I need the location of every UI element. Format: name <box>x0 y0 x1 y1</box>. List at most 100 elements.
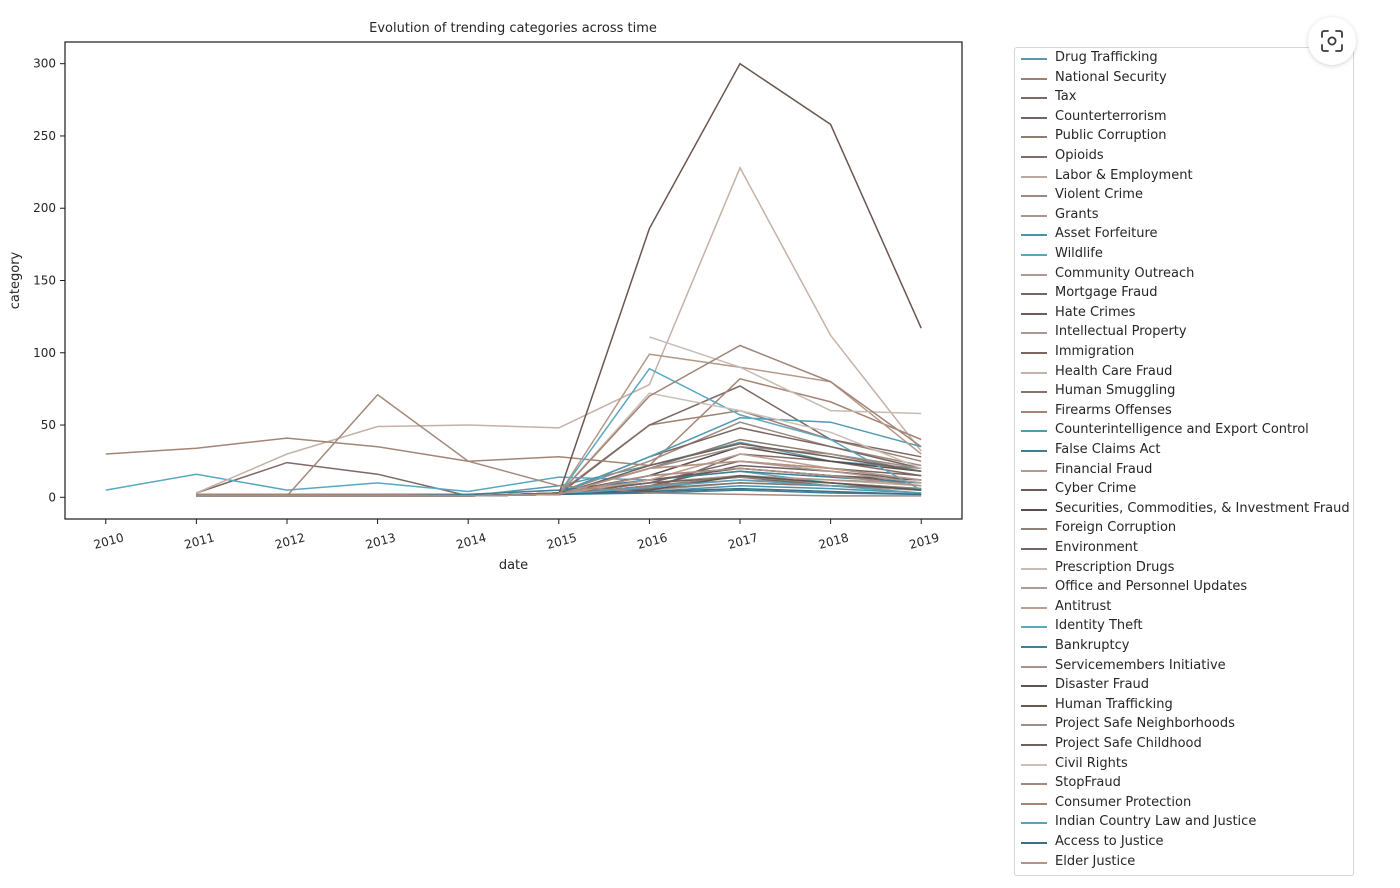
x-tick-label: 2010 <box>92 530 125 551</box>
y-tick-label: 250 <box>33 129 56 143</box>
legend-swatch <box>1021 685 1047 688</box>
legend-swatch <box>1021 646 1047 648</box>
legend-swatch <box>1021 391 1047 394</box>
legend-item: Elder Justice <box>1015 853 1353 872</box>
legend-item: Foreign Corruption <box>1015 519 1353 538</box>
x-tick-label: 2019 <box>908 530 941 551</box>
legend-label: Bankruptcy <box>1055 638 1130 653</box>
legend-item: National Security <box>1015 69 1353 88</box>
legend-label: Project Safe Childhood <box>1055 736 1202 751</box>
legend-label: Public Corruption <box>1055 128 1167 144</box>
legend-item: Identity Theft <box>1015 617 1353 636</box>
y-tick-label: 100 <box>33 346 56 360</box>
legend-item: Asset Forfeiture <box>1015 225 1353 244</box>
legend-swatch <box>1021 783 1047 786</box>
legend-swatch <box>1021 548 1047 550</box>
legend-item: Indian Country Law and Justice <box>1015 813 1353 832</box>
legend-item: Intellectual Property <box>1015 323 1353 342</box>
legend-label: False Claims Act <box>1055 442 1161 457</box>
y-tick-label: 0 <box>48 490 56 504</box>
legend-item: Prescription Drugs <box>1015 559 1353 578</box>
legend-item: Mortgage Fraud <box>1015 284 1353 303</box>
legend-swatch <box>1021 861 1047 864</box>
legend-item: Tax <box>1015 88 1353 107</box>
focus-view-button[interactable] <box>1308 17 1356 65</box>
legend-item: Community Outreach <box>1015 265 1353 284</box>
y-axis-ticks: 0 50 100 150 200 250 300 <box>33 57 65 504</box>
legend-label: Counterintelligence and Export Control <box>1055 422 1309 438</box>
legend-swatch <box>1021 116 1047 119</box>
legend-swatch <box>1021 156 1047 158</box>
legend-swatch <box>1021 704 1047 707</box>
legend-swatch <box>1021 214 1047 217</box>
legend-item: Violent Crime <box>1015 186 1353 205</box>
legend-item: Wildlife <box>1015 245 1353 264</box>
legend-label: Antitrust <box>1055 598 1112 614</box>
legend-item: Cyber Crime <box>1015 480 1353 499</box>
legend-swatch <box>1021 802 1047 805</box>
legend-label: StopFraud <box>1055 775 1121 791</box>
legend-swatch <box>1021 528 1047 531</box>
legend-item: Firearms Offenses <box>1015 402 1353 421</box>
legend-swatch <box>1021 77 1047 80</box>
series-line-37 <box>196 393 922 497</box>
series-line-16 <box>196 166 922 494</box>
legend-item: Environment <box>1015 539 1353 558</box>
legend-label: Counterterrorism <box>1055 108 1167 124</box>
legend-label: Consumer Protection <box>1055 794 1192 810</box>
legend-label: Access to Justice <box>1055 834 1164 849</box>
legend-item: Securities, Commodities, & Investment Fr… <box>1015 500 1353 519</box>
legend-item: Human Smuggling <box>1015 382 1353 401</box>
legend-item: Counterterrorism <box>1015 108 1353 127</box>
legend-swatch <box>1021 293 1047 296</box>
legend-label: Labor & Employment <box>1055 167 1193 183</box>
legend-item: Human Trafficking <box>1015 696 1353 715</box>
x-tick-label: 2014 <box>455 530 488 551</box>
x-tick-label: 2018 <box>817 530 850 551</box>
legend-swatch <box>1021 410 1047 413</box>
legend-swatch <box>1021 430 1047 433</box>
legend-swatch <box>1021 665 1047 668</box>
legend-swatch <box>1021 332 1047 335</box>
legend-swatch <box>1021 234 1047 237</box>
legend-swatch <box>1021 312 1047 315</box>
legend-swatch <box>1021 450 1047 452</box>
legend-item: StopFraud <box>1015 774 1353 793</box>
legend-swatch <box>1021 763 1047 766</box>
series-lines <box>105 62 922 497</box>
legend-item: False Claims Act <box>1015 441 1353 460</box>
series-line-18 <box>105 377 922 467</box>
legend-label: Securities, Commodities, & Investment Fr… <box>1055 500 1350 516</box>
legend-item: Civil Rights <box>1015 755 1353 774</box>
x-tick-label: 2016 <box>636 530 669 551</box>
legend-label: Financial Fraud <box>1055 461 1153 477</box>
legend-item: Hate Crimes <box>1015 304 1353 323</box>
legend-item: Opioids <box>1015 147 1353 166</box>
legend-label: Cyber Crime <box>1055 481 1137 497</box>
legend-label: Asset Forfeiture <box>1055 226 1158 242</box>
x-axis-label: date <box>499 558 528 573</box>
legend-label: Drug Trafficking <box>1055 50 1158 65</box>
y-tick-label: 150 <box>33 274 56 288</box>
legend-item: Disaster Fraud <box>1015 676 1353 695</box>
legend-item: Servicemembers Initiative <box>1015 657 1353 676</box>
series-line-26 <box>649 336 922 415</box>
legend-swatch <box>1021 136 1047 139</box>
legend-label: Civil Rights <box>1055 755 1128 771</box>
legend-swatch <box>1021 469 1047 472</box>
legend-label: Intellectual Property <box>1055 324 1187 340</box>
legend-swatch <box>1021 724 1047 727</box>
legend-swatch <box>1021 175 1047 178</box>
legend-item: Antitrust <box>1015 598 1353 617</box>
legend-item: Office and Personnel Updates <box>1015 578 1353 597</box>
legend-item: Labor & Employment <box>1015 167 1353 186</box>
legend-label: Community Outreach <box>1055 265 1195 281</box>
legend-label: Indian Country Law and Justice <box>1055 814 1257 830</box>
legend-label: Environment <box>1055 540 1139 555</box>
legend-item: Consumer Protection <box>1015 794 1353 813</box>
legend-swatch <box>1021 352 1047 354</box>
legend-item: Health Care Fraud <box>1015 363 1353 382</box>
legend-item: Project Safe Childhood <box>1015 735 1353 754</box>
legend-label: Office and Personnel Updates <box>1055 579 1248 595</box>
legend-swatch <box>1021 606 1047 609</box>
